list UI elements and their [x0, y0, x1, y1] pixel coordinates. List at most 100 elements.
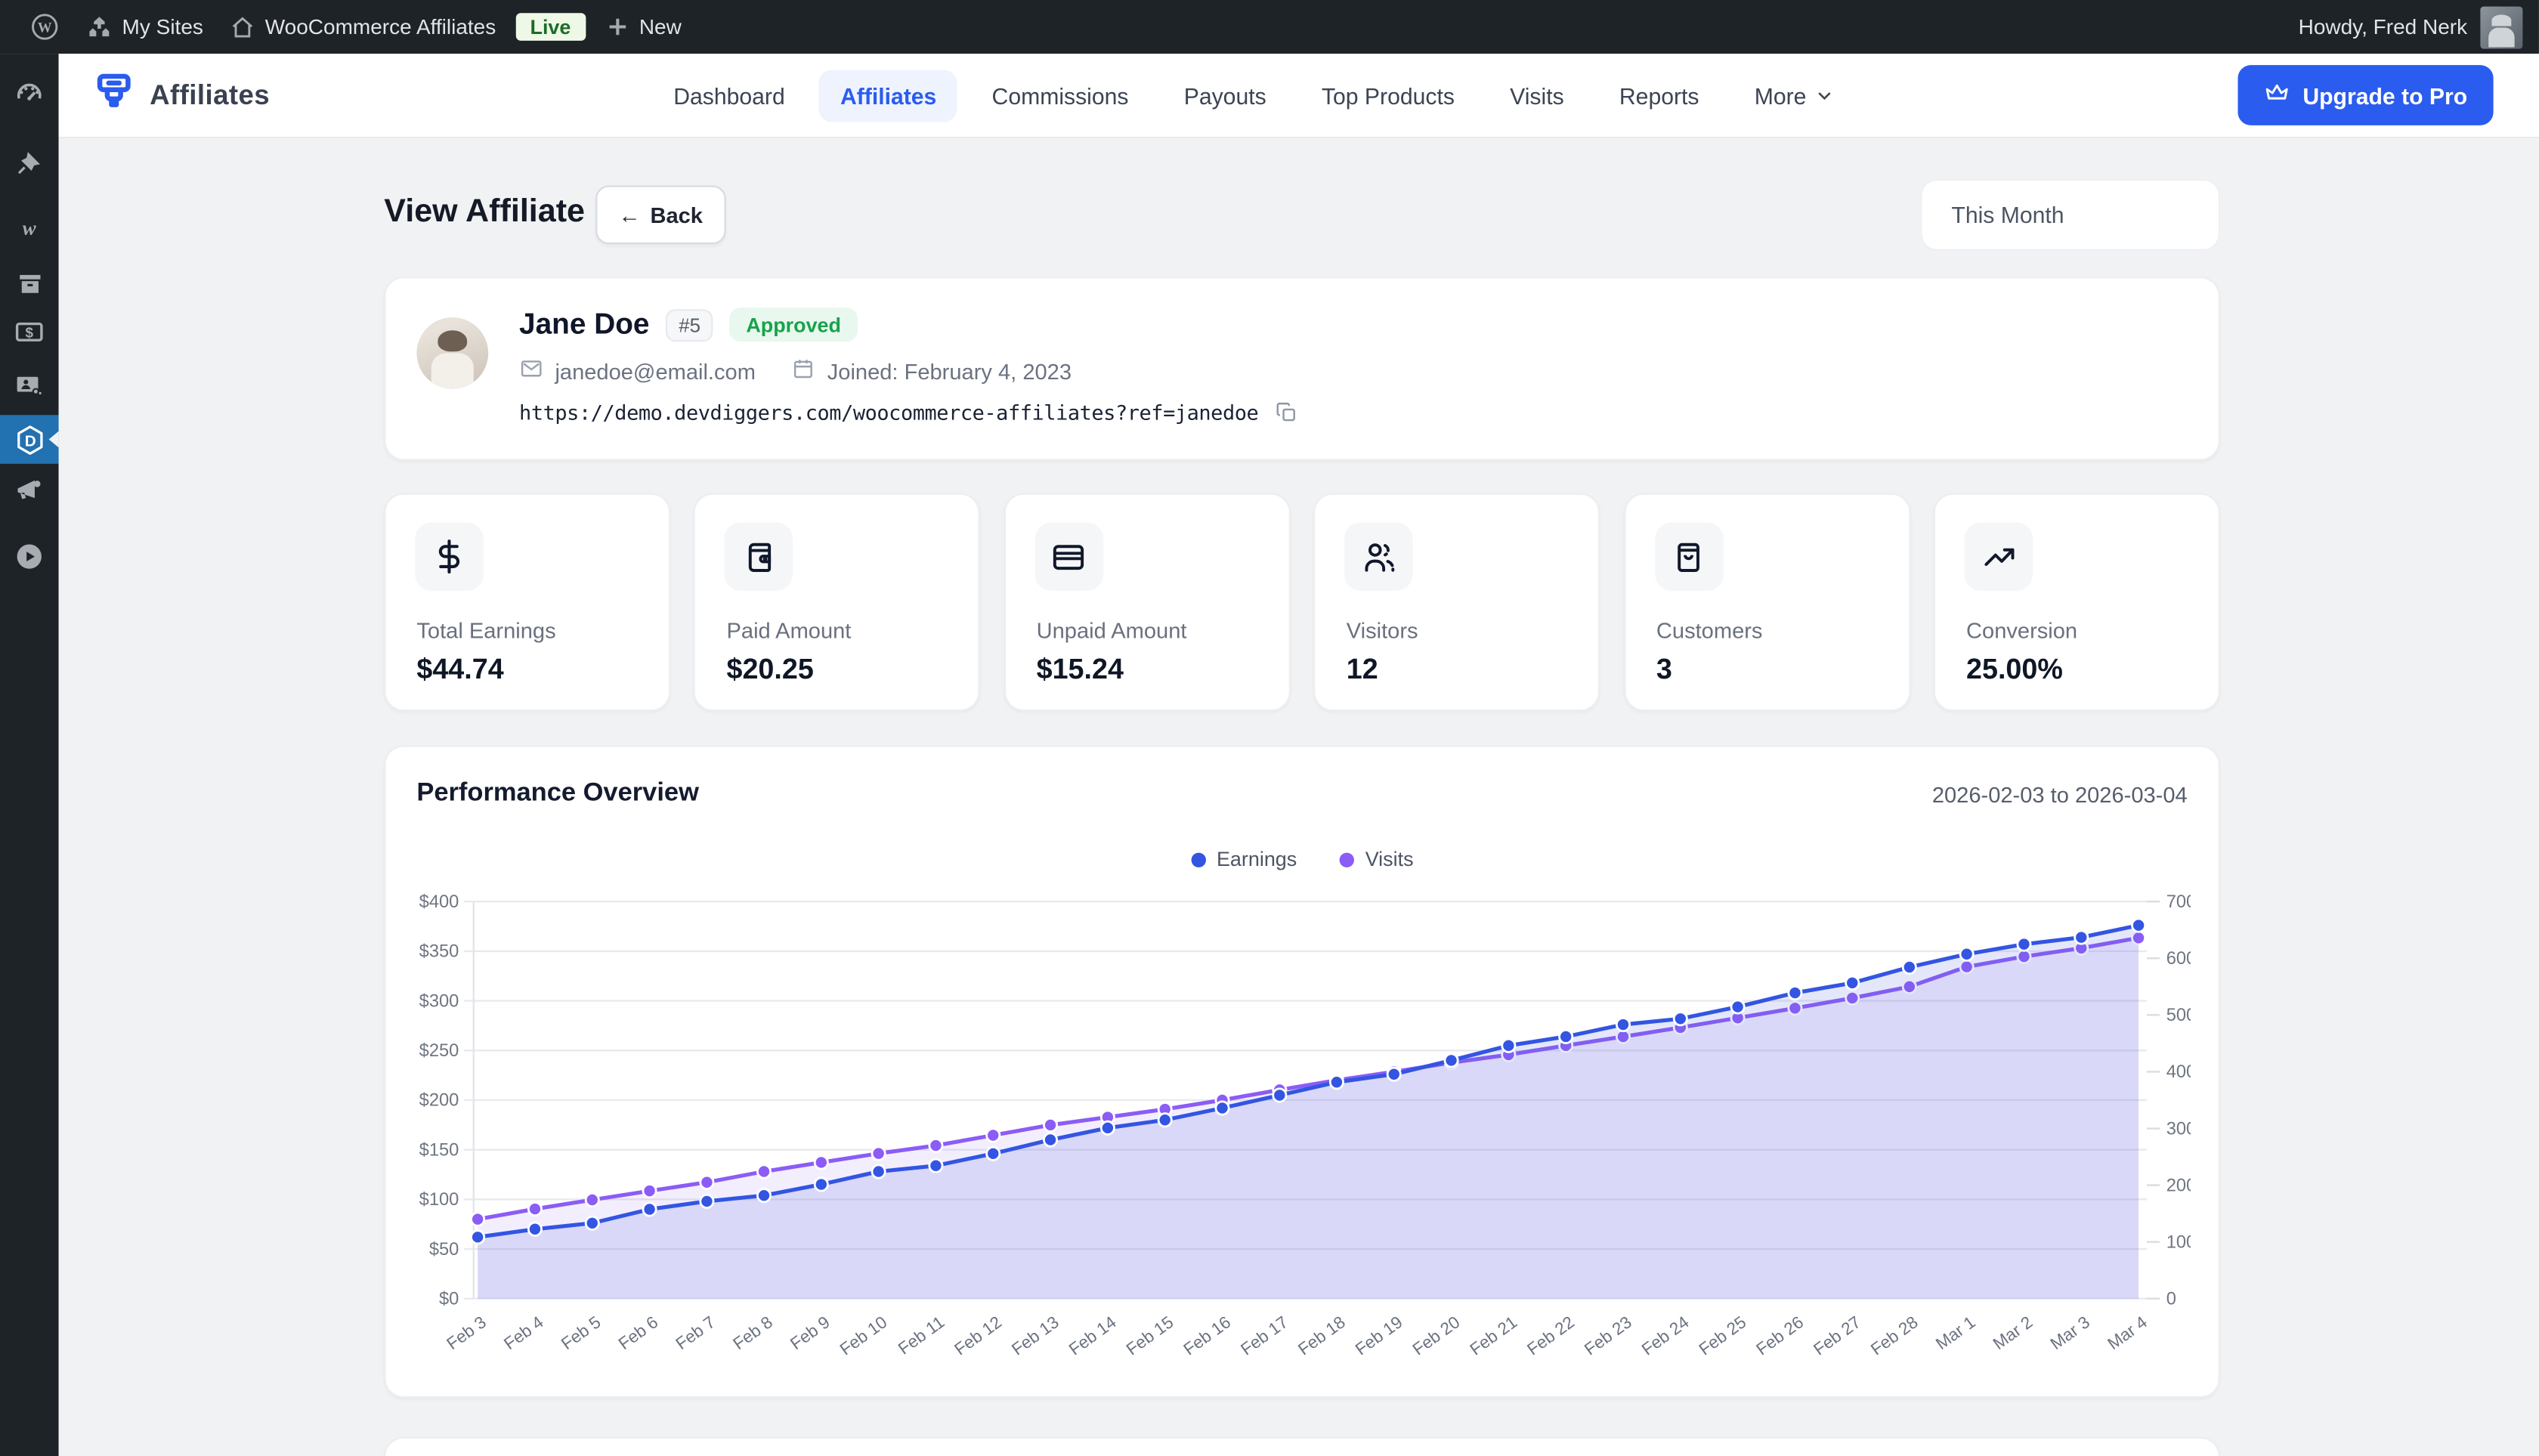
legend-item-visits[interactable]: Visits — [1339, 848, 1413, 870]
svg-text:Feb 25: Feb 25 — [1696, 1312, 1750, 1359]
svg-text:Feb 28: Feb 28 — [1867, 1312, 1922, 1359]
legend-label: Earnings — [1217, 848, 1297, 870]
page-head: View Affiliate ← Back This Month — [384, 179, 2219, 251]
stat-value: 12 — [1347, 653, 1378, 687]
svg-text:$200: $200 — [419, 1091, 459, 1111]
stat-value: $15.24 — [1037, 653, 1124, 687]
stat-label: Visitors — [1347, 618, 1418, 642]
stat-card-customers: Customers3 — [1624, 493, 1910, 712]
copy-url-icon[interactable] — [1275, 400, 1299, 425]
sidebar-item-dashboard[interactable] — [0, 70, 59, 119]
chart-title: Performance Overview — [416, 780, 699, 809]
sidebar-item-archive[interactable] — [0, 258, 59, 308]
upgrade-to-pro-button[interactable]: Upgrade to Pro — [2237, 65, 2493, 125]
app-root: W My Sites WooCommerce Affiliates Live N… — [0, 0, 2539, 1456]
w-letter-icon: w — [13, 212, 45, 244]
svg-text:Feb 20: Feb 20 — [1409, 1312, 1464, 1359]
upgrade-label: Upgrade to Pro — [2302, 82, 2467, 108]
legend-dot — [1339, 852, 1353, 867]
sidebar-item-marketing[interactable] — [0, 465, 59, 515]
dd-logo-icon: D — [12, 422, 46, 456]
stat-label: Total Earnings — [416, 618, 555, 642]
page-title: View Affiliate — [384, 193, 585, 231]
nav-tab-top-products[interactable]: Top Products — [1300, 70, 1476, 122]
performance-chart-card: Performance Overview 2026-02-03 to 2026-… — [384, 745, 2219, 1398]
brand: Affiliates — [93, 70, 270, 121]
svg-text:Feb 10: Feb 10 — [837, 1312, 891, 1359]
svg-text:Feb 17: Feb 17 — [1237, 1312, 1291, 1359]
svg-text:Feb 7: Feb 7 — [673, 1312, 719, 1353]
legend-dot — [1191, 852, 1205, 867]
sidebar-item-woocommerce-affiliates[interactable]: D — [0, 415, 59, 464]
wordpress-logo-icon[interactable]: W — [17, 0, 73, 54]
nav-tab-visits[interactable]: Visits — [1489, 70, 1585, 122]
svg-text:Feb 3: Feb 3 — [444, 1312, 490, 1353]
svg-text:Mar 1: Mar 1 — [1932, 1312, 1978, 1353]
svg-text:200: 200 — [2166, 1176, 2191, 1195]
sidebar-item-media-users[interactable] — [0, 361, 59, 410]
nav-tab-commissions[interactable]: Commissions — [971, 70, 1150, 122]
sidebar-item-w-site[interactable]: w — [0, 203, 59, 252]
site-name-label: WooCommerce Affiliates — [265, 14, 496, 39]
stat-value: $44.74 — [416, 653, 503, 687]
new-content-menu[interactable]: New — [592, 0, 694, 54]
sidebar-item-posts[interactable] — [0, 138, 59, 187]
nav-tab-label: Top Products — [1322, 82, 1455, 108]
stat-value: 25.00% — [1966, 653, 2063, 687]
stat-card-paid-amount: Paid Amount$20.25 — [694, 493, 980, 712]
nav-tab-reports[interactable]: Reports — [1598, 70, 1721, 122]
period-filter-dropdown[interactable]: This Month — [1920, 179, 2219, 251]
svg-text:Feb 19: Feb 19 — [1352, 1312, 1406, 1359]
joined-meta: Joined: February 4, 2023 — [791, 357, 1072, 386]
nav-tab-label: Dashboard — [673, 82, 785, 108]
sidebar-item-payments[interactable]: $ — [0, 308, 59, 357]
svg-text:300: 300 — [2166, 1119, 2191, 1139]
svg-text:600: 600 — [2166, 949, 2191, 969]
account-menu[interactable]: Howdy, Fred Nerk — [2299, 6, 2526, 48]
back-button[interactable]: ← Back — [595, 186, 725, 245]
affiliate-avatar — [416, 317, 488, 389]
svg-text:Feb 23: Feb 23 — [1581, 1312, 1635, 1359]
nav-tab-affiliates[interactable]: Affiliates — [819, 70, 957, 122]
sidebar-item-videos[interactable] — [0, 532, 59, 581]
svg-text:$250: $250 — [419, 1041, 459, 1061]
affiliate-joined: Joined: February 4, 2023 — [827, 359, 1072, 383]
stat-card-unpaid-amount: Unpaid Amount$15.24 — [1004, 493, 1291, 712]
chart-legend: Earnings Visits — [385, 848, 2218, 870]
svg-text:500: 500 — [2166, 1006, 2191, 1025]
nav-tab-dashboard[interactable]: Dashboard — [652, 70, 806, 122]
svg-text:Feb 24: Feb 24 — [1638, 1312, 1693, 1359]
svg-text:100: 100 — [2166, 1232, 2191, 1252]
legend-item-earnings[interactable]: Earnings — [1191, 848, 1297, 870]
back-label: Back — [650, 202, 703, 227]
svg-text:$150: $150 — [419, 1140, 459, 1160]
stat-value: 3 — [1656, 653, 1672, 687]
svg-text:Feb 14: Feb 14 — [1065, 1312, 1120, 1359]
media-user-icon — [13, 369, 45, 402]
nav-tab-more[interactable]: More — [1733, 67, 1855, 122]
content-area: View Affiliate ← Back This Month Jane Do… — [59, 137, 2539, 1456]
home-icon — [229, 14, 255, 39]
nav-tab-payouts[interactable]: Payouts — [1163, 70, 1288, 122]
svg-text:Feb 13: Feb 13 — [1008, 1312, 1062, 1359]
svg-text:$0: $0 — [439, 1289, 459, 1309]
svg-text:$300: $300 — [419, 991, 459, 1011]
site-menu[interactable]: WooCommerce Affiliates — [216, 0, 509, 54]
svg-text:Feb 9: Feb 9 — [787, 1312, 833, 1353]
nav-tab-label: Payouts — [1184, 82, 1266, 108]
svg-text:Feb 21: Feb 21 — [1467, 1312, 1521, 1359]
howdy-label: Howdy, Fred Nerk — [2299, 14, 2468, 39]
svg-text:D: D — [24, 431, 36, 449]
svg-text:Feb 12: Feb 12 — [951, 1312, 1005, 1359]
nav-tab-label: More — [1755, 82, 1807, 108]
svg-text:Feb 18: Feb 18 — [1294, 1312, 1349, 1359]
chart-plot: $400$350$300$250$200$150$100$50$07006005… — [416, 889, 2191, 1393]
svg-text:Feb 15: Feb 15 — [1123, 1312, 1177, 1359]
svg-text:700: 700 — [2166, 892, 2191, 912]
my-sites-menu[interactable]: My Sites — [73, 0, 216, 54]
credit-card-icon — [1034, 522, 1103, 590]
arrow-left-icon: ← — [618, 202, 640, 227]
my-sites-label: My Sites — [122, 14, 203, 39]
period-filter-value: This Month — [1951, 202, 2064, 227]
svg-text:Feb 8: Feb 8 — [729, 1312, 775, 1353]
